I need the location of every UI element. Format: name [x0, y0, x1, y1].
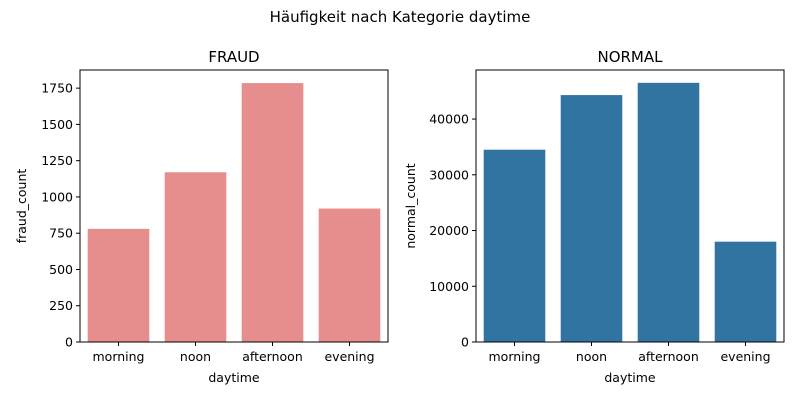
x-tick-label: noon — [576, 349, 607, 364]
subplot-title: FRAUD — [208, 48, 259, 66]
x-tick-label: evening — [324, 349, 374, 364]
x-tick-label: afternoon — [242, 349, 303, 364]
y-tick-label: 0 — [461, 335, 469, 350]
x-tick-label: morning — [93, 349, 145, 364]
y-tick-label: 500 — [49, 262, 73, 277]
y-tick-label: 250 — [49, 298, 73, 313]
axes-frame — [475, 69, 785, 343]
bar-noon — [560, 95, 623, 342]
axes-frame — [79, 69, 389, 343]
y-tick-label: 1500 — [41, 117, 73, 132]
bar-morning — [483, 149, 546, 342]
y-tick-label: 1750 — [41, 81, 73, 96]
x-tick-label: afternoon — [638, 349, 699, 364]
bar-afternoon — [637, 82, 700, 342]
x-axis-label: daytime — [208, 370, 260, 385]
y-tick-label: 1250 — [41, 153, 73, 168]
subplot-normal: morning noon afternoon evening 0 10000 20000 30… — [403, 48, 785, 385]
subplot-title: NORMAL — [597, 48, 663, 66]
bar-evening — [318, 208, 381, 342]
y-tick-label: 750 — [49, 226, 73, 241]
bar-evening — [714, 241, 777, 342]
x-axis-label: daytime — [604, 370, 656, 385]
x-tick-label: evening — [720, 349, 770, 364]
x-tick-label: morning — [489, 349, 541, 364]
y-tick-label: 10000 — [429, 279, 469, 294]
y-axis-label: fraud_count — [14, 169, 29, 244]
y-tick-label: 30000 — [429, 167, 469, 182]
y-tick-label: 20000 — [429, 223, 469, 238]
y-tick-label: 1000 — [41, 189, 73, 204]
bar-afternoon — [241, 83, 304, 342]
figure-title: Häufigkeit nach Kategorie daytime — [270, 8, 531, 26]
y-tick-label: 40000 — [429, 112, 469, 127]
y-tick-label: 0 — [65, 335, 73, 350]
bar-morning — [87, 228, 150, 342]
x-tick-label: noon — [180, 349, 211, 364]
axes-layer: morning noon afternoon evening 0 250 500 750 100… — [14, 48, 785, 385]
y-axis-label: normal_count — [403, 163, 418, 248]
subplot-fraud: morning noon afternoon evening 0 250 500 750 100… — [14, 48, 389, 385]
bar-noon — [164, 172, 227, 342]
